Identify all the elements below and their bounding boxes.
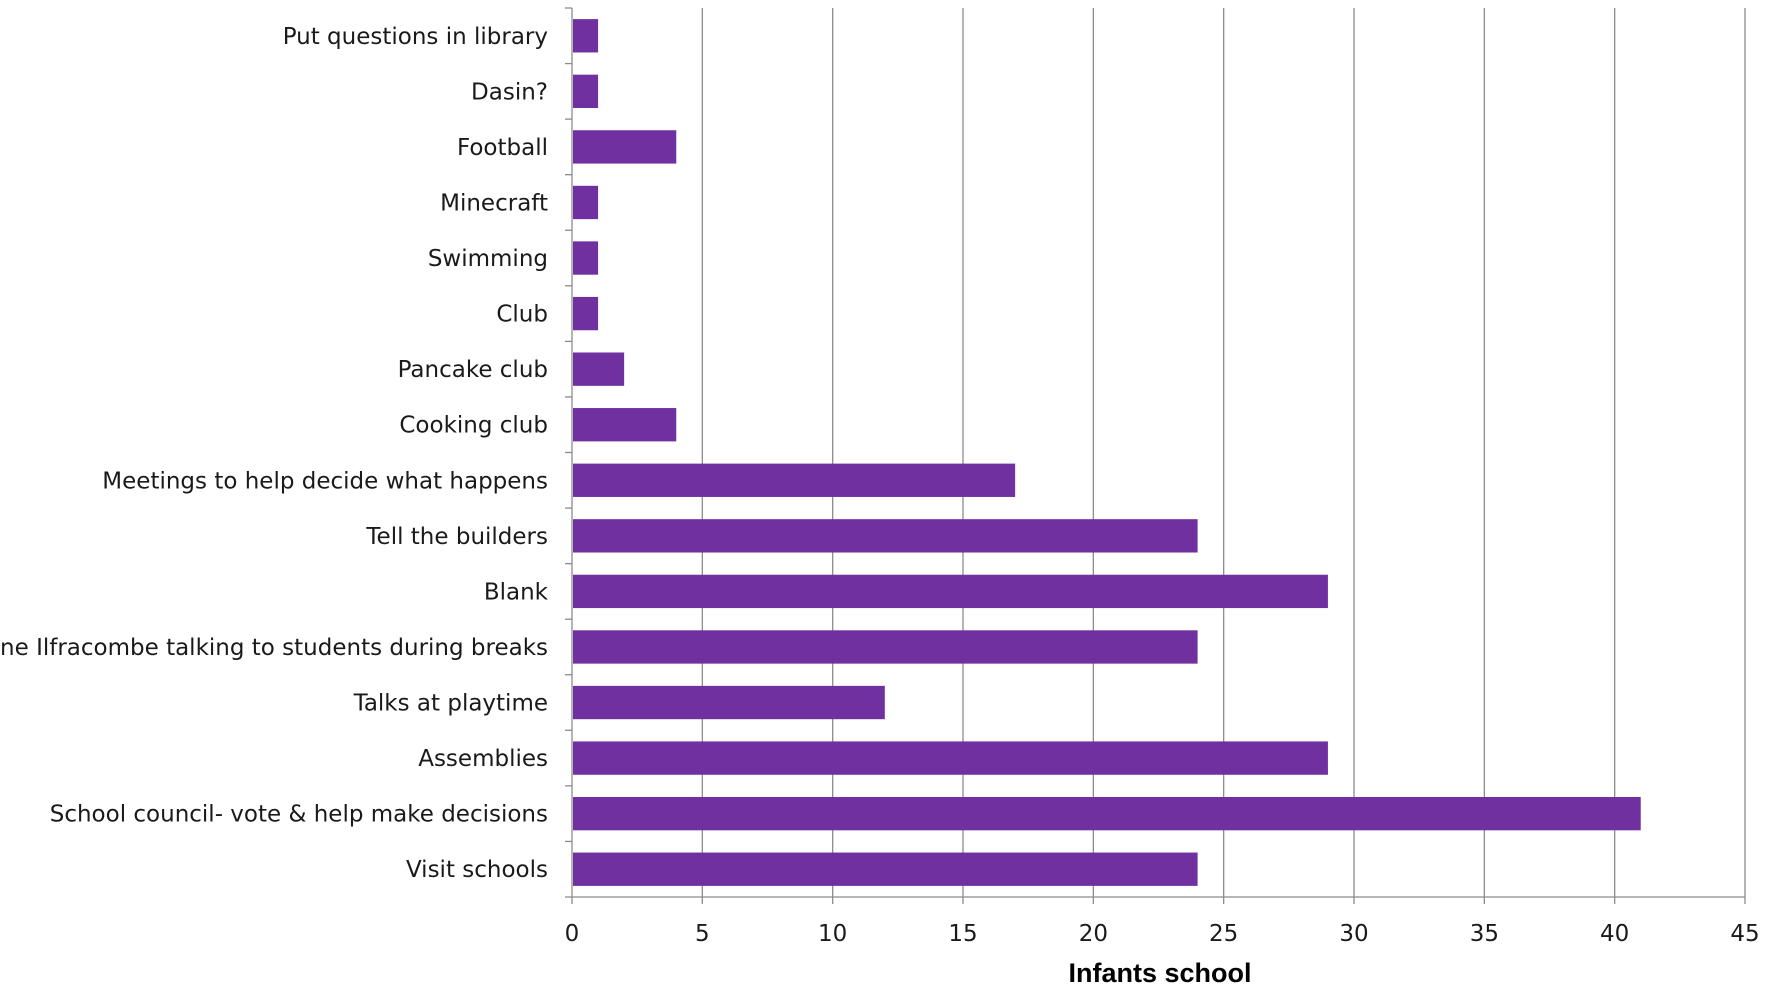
x-tick-label: 25 xyxy=(1209,921,1238,947)
category-label: Minecraft xyxy=(440,190,548,216)
category-label: Visit schools xyxy=(406,857,548,883)
x-tick-label: 15 xyxy=(948,921,977,947)
bar xyxy=(573,741,1328,775)
category-label: One Ilfracombe talking to students durin… xyxy=(0,635,548,661)
category-label: Swimming xyxy=(428,246,548,272)
category-label: Talks at playtime xyxy=(353,691,548,717)
bar xyxy=(573,296,599,331)
bar xyxy=(573,74,599,109)
category-label: Pancake club xyxy=(398,357,548,383)
x-tick-label: 35 xyxy=(1470,921,1499,947)
category-label: Assemblies xyxy=(418,746,548,772)
x-tick-label: 0 xyxy=(565,921,580,947)
x-tick-label: 40 xyxy=(1600,921,1629,947)
bar xyxy=(573,463,1016,497)
x-tick-label: 20 xyxy=(1079,921,1108,947)
category-label: Blank xyxy=(484,579,549,605)
category-label: Club xyxy=(496,302,548,328)
bar xyxy=(573,630,1198,664)
bar xyxy=(573,796,1641,831)
bar xyxy=(573,241,599,275)
x-axis-title: Infants school xyxy=(1068,958,1251,987)
x-tick-label: 10 xyxy=(818,921,847,947)
x-tick-label: 45 xyxy=(1730,921,1759,947)
bar xyxy=(573,519,1198,553)
bar xyxy=(573,352,625,386)
tick-labels: 0 5 10 15 20 25 30 35 40 45 xyxy=(565,921,1760,947)
category-label: Meetings to help decide what happens xyxy=(102,468,548,494)
category-label: Tell the builders xyxy=(365,524,548,550)
category-label: Dasin? xyxy=(471,79,548,105)
category-labels: Put questions in library Dasin? Football Mi… xyxy=(0,24,549,883)
category-label: Cooking club xyxy=(399,413,548,439)
category-label: Put questions in library xyxy=(283,24,548,50)
bar xyxy=(573,574,1328,609)
bars xyxy=(573,19,1641,886)
bar xyxy=(573,185,599,220)
x-tick-label: 5 xyxy=(695,921,710,947)
x-tick-label: 30 xyxy=(1339,921,1368,947)
bar xyxy=(573,130,677,164)
gridlines xyxy=(701,8,1746,897)
bar xyxy=(573,685,885,720)
bar xyxy=(573,852,1198,886)
category-label: School council- vote & help make decisio… xyxy=(50,802,548,828)
category-label: Football xyxy=(457,135,548,161)
bar xyxy=(573,408,677,442)
axes xyxy=(565,7,1746,904)
bar xyxy=(573,19,599,53)
